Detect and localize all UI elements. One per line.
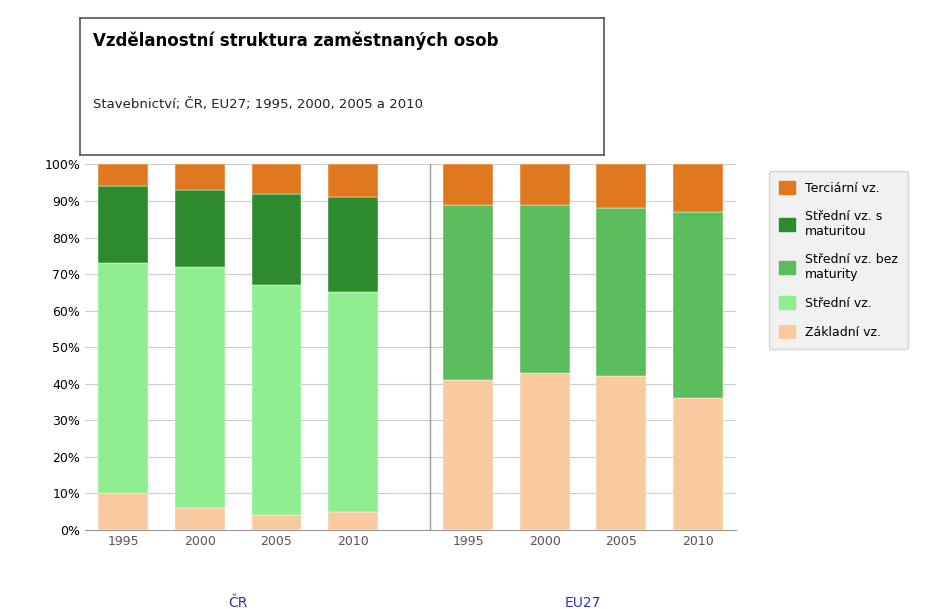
Bar [252, 515, 301, 530]
Bar [252, 285, 301, 515]
Text: EU27: EU27 [565, 596, 601, 609]
Bar [98, 493, 148, 530]
Bar [597, 164, 647, 208]
Bar [329, 512, 378, 530]
Bar [175, 190, 225, 267]
Bar [175, 164, 225, 190]
Bar [329, 197, 378, 292]
Bar [329, 292, 378, 512]
Bar [175, 267, 225, 508]
Bar [98, 186, 148, 263]
Bar [252, 194, 301, 285]
Text: Stavebnictví; ČR, EU27; 1995, 2000, 2005 a 2010: Stavebnictví; ČR, EU27; 1995, 2000, 2005… [93, 98, 423, 111]
Bar [175, 508, 225, 530]
Bar [673, 398, 723, 530]
Legend: Terciární vz., Střední vz. s
maturitou, Střední vz. bez
maturity, Střední vz., Z: Terciární vz., Střední vz. s maturitou, … [768, 171, 908, 349]
Bar [443, 205, 493, 380]
Bar [673, 212, 723, 398]
Bar [520, 205, 569, 373]
Bar [329, 164, 378, 197]
Text: ČR: ČR [228, 596, 248, 609]
Bar [597, 208, 647, 376]
Bar [98, 263, 148, 493]
Bar [673, 164, 723, 212]
Text: Vzdělanostní struktura zaměstnaných osob: Vzdělanostní struktura zaměstnaných osob [93, 32, 498, 51]
Bar [252, 164, 301, 194]
Bar [597, 376, 647, 530]
Bar [520, 164, 569, 205]
Bar [443, 380, 493, 530]
Bar [98, 164, 148, 186]
Bar [443, 164, 493, 205]
Bar [520, 373, 569, 530]
